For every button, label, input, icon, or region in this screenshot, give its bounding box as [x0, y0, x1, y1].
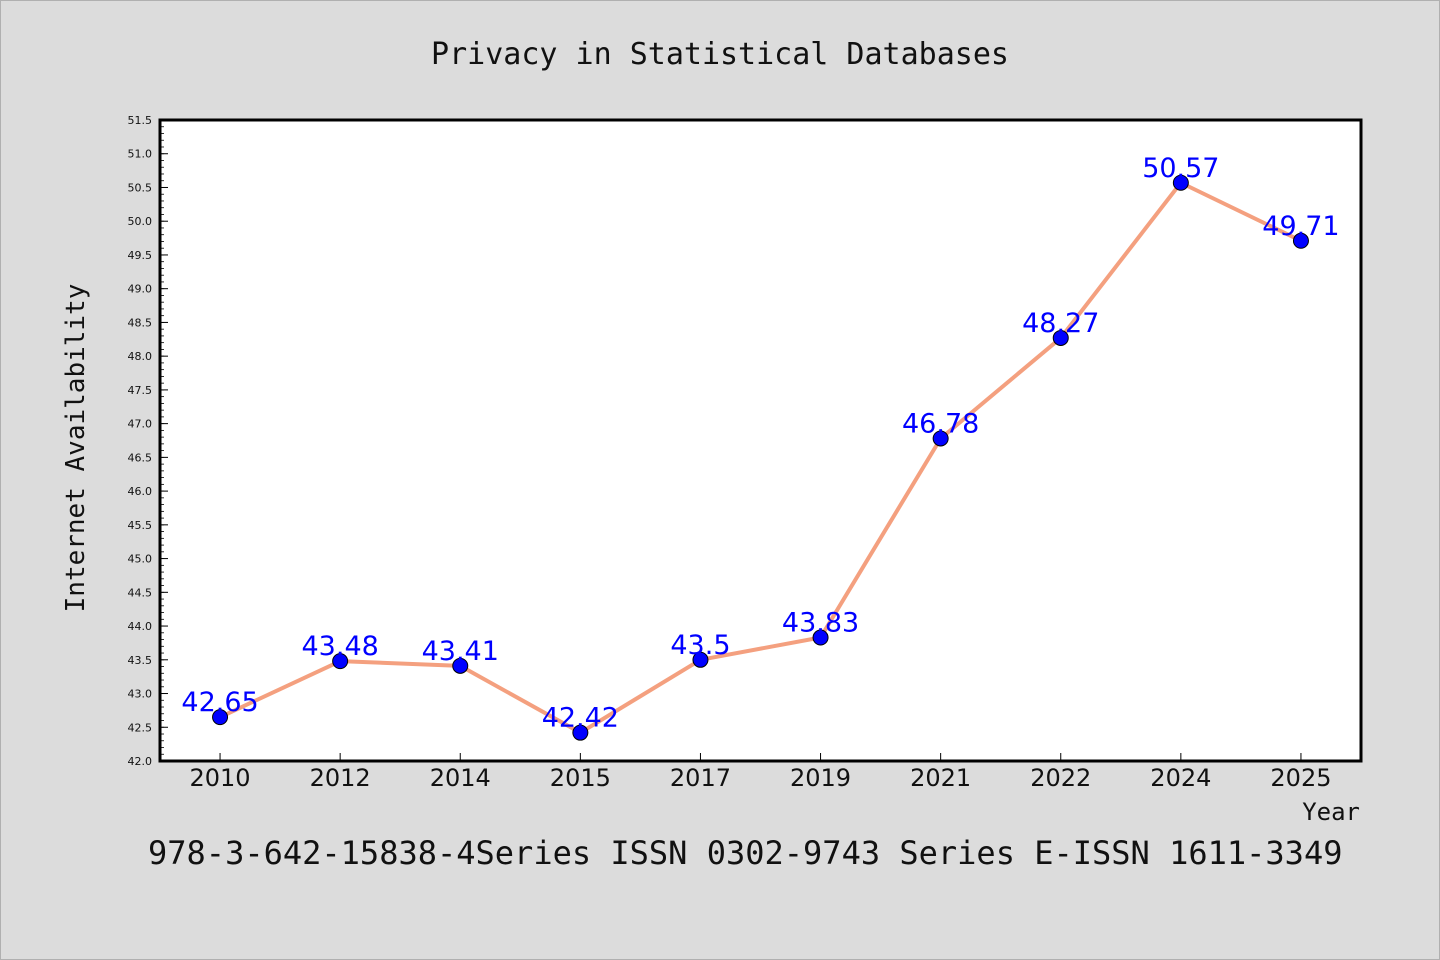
data-point [1052, 329, 1069, 346]
y-tick-label: 51.0 [128, 148, 153, 161]
data-point [1172, 174, 1189, 191]
y-axis-label: Internet Availability [61, 284, 91, 613]
data-point [1292, 232, 1309, 249]
y-tick-label: 51.5 [128, 114, 153, 127]
x-tick-label: 2015 [550, 764, 611, 792]
y-tick-label: 47.0 [128, 418, 153, 431]
y-tick-label: 42.5 [128, 721, 153, 734]
x-tick-label: 2022 [1030, 764, 1091, 792]
plot-area [158, 118, 1363, 763]
y-tick-label: 50.5 [128, 181, 153, 194]
data-label: 43.41 [422, 636, 499, 667]
y-tick-label: 44.5 [128, 586, 153, 599]
y-tick-label: 48.5 [128, 316, 153, 329]
chart-title: Privacy in Statistical Databases [431, 37, 1009, 72]
y-tick-label: 43.0 [128, 688, 153, 701]
data-label: 49.71 [1262, 211, 1339, 242]
y-tick-label: 45.5 [128, 519, 153, 532]
y-axis: 42.0 42.5 43.0 43.5 44.0 44.5 45.0 45.5 46.0 46.5… [128, 114, 168, 768]
y-tick-label: 50.0 [128, 215, 153, 228]
data-point [932, 430, 949, 447]
series-line [219, 180, 1302, 735]
y-tick-label: 43.5 [128, 654, 153, 667]
x-axis: 2010 2012 2014 2015 2017 2019 2021 2022 2024 2025 [190, 753, 1331, 792]
x-axis-label: Year [1302, 798, 1360, 826]
data-label: 42.42 [542, 703, 619, 734]
data-point [332, 653, 349, 670]
x-tick-label: 2024 [1150, 764, 1211, 792]
y-tick-label: 47.5 [128, 384, 153, 397]
y-tick-label: 45.0 [128, 553, 153, 566]
x-tick-label: 2021 [910, 764, 971, 792]
x-tick-label: 2014 [430, 764, 491, 792]
data-label: 50.57 [1142, 153, 1219, 184]
data-label: 48.27 [1022, 308, 1099, 339]
y-tick-label: 46.5 [128, 451, 153, 464]
data-point [452, 657, 469, 674]
y-tick-label: 49.5 [128, 249, 153, 262]
data-point [692, 651, 709, 668]
footer-text: 978-3-642-15838-4Series ISSN 0302-9743 S… [148, 834, 1342, 872]
data-label: 43.83 [782, 608, 859, 639]
x-tick-label: 2019 [790, 764, 851, 792]
data-label: 43.5 [670, 630, 730, 661]
data-label: 46.78 [902, 408, 979, 439]
y-tick-label: 44.0 [128, 620, 153, 633]
series-group: 42.65 43.48 43.41 42.42 43.5 43.83 46.78 48.27 5… [181, 153, 1340, 741]
x-tick-label: 2017 [670, 764, 731, 792]
data-label: 42.65 [181, 687, 258, 718]
y-tick-label: 48.0 [128, 350, 153, 363]
data-point [812, 629, 829, 646]
x-tick-label: 2012 [310, 764, 371, 792]
x-tick-label: 2010 [190, 764, 251, 792]
data-label: 43.48 [302, 631, 379, 662]
y-tick-label: 46.0 [128, 485, 153, 498]
y-tick-label: 49.0 [128, 283, 153, 296]
data-point [572, 724, 589, 741]
y-tick-label: 42.0 [128, 755, 153, 768]
x-tick-label: 2025 [1270, 764, 1331, 792]
data-point [212, 709, 229, 726]
